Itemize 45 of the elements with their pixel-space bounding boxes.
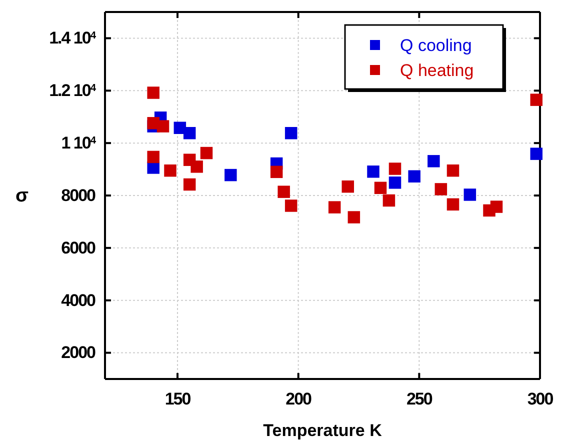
x-tick-label: 150: [164, 389, 191, 408]
legend-label: Q cooling: [400, 36, 472, 55]
point: [147, 86, 160, 99]
point: [446, 198, 460, 211]
point: [284, 126, 298, 140]
point: [224, 168, 237, 182]
point: [200, 146, 213, 160]
point: [190, 160, 203, 173]
x-tick-label: 200: [286, 389, 312, 408]
point: [388, 162, 402, 175]
y-tick-label: 1.4 10$^{4}$: [49, 28, 96, 48]
y-tick-label: 1 10$^{4}$: [61, 134, 96, 153]
point: [270, 166, 283, 178]
point: [382, 194, 396, 207]
point: [388, 176, 402, 189]
x-axis-title: Temperature K: [263, 421, 383, 440]
x-tick-label: 250: [406, 389, 432, 408]
point: [428, 155, 440, 168]
x-tick-label: 300: [527, 389, 554, 408]
point: [348, 211, 360, 224]
point: [156, 120, 170, 132]
y-tick-label: 8000: [61, 186, 96, 205]
point: [434, 183, 448, 196]
point: [342, 180, 354, 193]
point: [530, 94, 542, 106]
point: [408, 170, 420, 182]
point: [147, 150, 160, 164]
point: [278, 186, 290, 198]
point: [183, 126, 196, 140]
point: [183, 178, 196, 191]
point: [367, 166, 380, 178]
point: [446, 164, 460, 177]
point: [530, 148, 542, 160]
y-axis-title: σ: [16, 186, 28, 206]
y-tick-label: 1.2 10$^{4}$: [49, 81, 96, 100]
point: [164, 164, 176, 177]
point: [490, 200, 503, 213]
point: [328, 201, 341, 214]
legend-label: Q heating: [400, 61, 474, 80]
y-tick-label: 6000: [61, 238, 96, 258]
y-tick-label: 2000: [61, 343, 96, 362]
point: [464, 188, 476, 201]
y-tick-label: 4000: [61, 290, 96, 310]
point: [284, 200, 298, 212]
point: [374, 182, 387, 194]
